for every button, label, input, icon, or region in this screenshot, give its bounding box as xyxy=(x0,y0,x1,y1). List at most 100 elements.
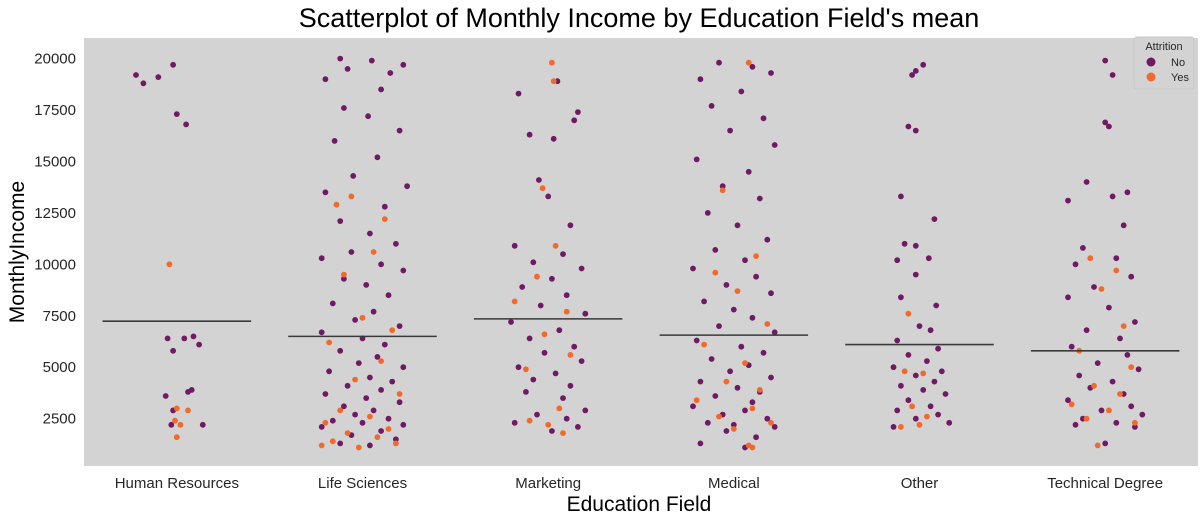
data-point-no xyxy=(164,335,171,342)
data-point-no xyxy=(901,240,908,247)
data-point-yes xyxy=(326,339,332,346)
data-point-no xyxy=(1102,57,1109,64)
data-point-no xyxy=(916,323,923,329)
data-point-no xyxy=(168,421,175,428)
data-point-no xyxy=(326,368,332,375)
data-point-yes xyxy=(924,413,930,420)
data-point-no xyxy=(920,61,927,68)
data-point-no xyxy=(526,131,533,138)
data-point-no xyxy=(1139,411,1146,418)
data-point-no xyxy=(183,121,190,128)
data-point-yes xyxy=(352,376,358,383)
data-point-yes xyxy=(905,310,912,317)
data-point-no xyxy=(1113,419,1120,426)
data-point-no xyxy=(400,364,407,371)
data-point-no xyxy=(1109,378,1116,385)
data-point-yes xyxy=(523,366,529,373)
data-point-no xyxy=(1076,372,1083,379)
data-point-no xyxy=(378,387,384,393)
data-point-no xyxy=(393,436,399,443)
data-point-no xyxy=(912,68,919,74)
data-point-yes xyxy=(719,187,726,194)
data-point-no xyxy=(367,230,373,237)
data-point-no xyxy=(716,59,722,66)
data-point-no xyxy=(385,292,392,299)
data-point-yes xyxy=(716,413,722,420)
data-point-no xyxy=(890,364,897,371)
data-point-no xyxy=(734,384,741,391)
data-point-no xyxy=(1106,123,1112,130)
data-point-yes xyxy=(166,261,173,268)
legend-label-yes: Yes xyxy=(1171,72,1189,84)
data-point-no xyxy=(352,411,358,418)
data-point-no xyxy=(716,323,722,329)
data-point-no xyxy=(1083,179,1090,185)
data-point-no xyxy=(515,90,522,97)
data-point-no xyxy=(1065,397,1071,404)
data-point-yes xyxy=(344,430,351,436)
data-point-no xyxy=(931,216,938,223)
data-point-yes xyxy=(567,352,574,358)
data-point-no xyxy=(560,251,566,257)
data-point-yes xyxy=(367,413,373,420)
data-point-no xyxy=(697,76,704,83)
data-point-no xyxy=(905,123,912,130)
data-point-no xyxy=(341,275,347,282)
data-point-no xyxy=(155,74,162,80)
data-point-no xyxy=(738,343,745,350)
data-point-no xyxy=(541,349,548,356)
data-point-no xyxy=(560,395,566,401)
data-point-no xyxy=(318,329,325,336)
data-point-no xyxy=(927,327,934,334)
x-tick-label: Medical xyxy=(708,475,760,492)
data-point-no xyxy=(1124,189,1131,196)
data-point-no xyxy=(337,55,344,62)
data-point-no xyxy=(511,242,518,249)
data-point-yes xyxy=(1128,364,1135,371)
data-point-yes xyxy=(396,391,403,397)
data-point-no xyxy=(1065,197,1071,204)
data-point-no xyxy=(331,138,338,144)
data-point-no xyxy=(1113,255,1120,262)
data-point-no xyxy=(363,282,370,288)
data-point-no xyxy=(938,368,945,375)
data-point-no xyxy=(578,265,585,272)
data-point-yes xyxy=(1113,267,1120,274)
data-point-no xyxy=(912,242,919,249)
data-point-yes xyxy=(1098,286,1105,292)
data-point-no xyxy=(701,298,707,305)
data-point-yes xyxy=(539,185,546,192)
data-point-yes xyxy=(693,397,700,404)
data-point-no xyxy=(749,314,756,321)
data-point-no xyxy=(181,335,188,342)
data-point-yes xyxy=(556,405,563,412)
data-point-no xyxy=(575,109,581,115)
data-point-no xyxy=(771,329,778,336)
data-point-no xyxy=(170,61,177,68)
data-point-no xyxy=(582,407,589,414)
data-point-no xyxy=(723,428,730,434)
data-point-no xyxy=(368,57,375,64)
data-point-yes xyxy=(1120,323,1127,329)
data-point-no xyxy=(898,193,904,200)
data-point-yes xyxy=(337,407,344,414)
data-point-no xyxy=(387,70,394,76)
data-point-no xyxy=(712,247,719,253)
data-point-no xyxy=(768,70,774,76)
data-point-no xyxy=(530,259,537,266)
data-point-yes xyxy=(1091,382,1097,389)
data-point-yes xyxy=(333,201,340,208)
data-point-no xyxy=(1132,319,1138,325)
data-point-no xyxy=(1102,119,1109,126)
data-point-no xyxy=(329,300,336,307)
data-point-no xyxy=(898,294,904,301)
data-point-yes xyxy=(173,405,180,412)
data-point-no xyxy=(749,399,756,406)
data-point-no xyxy=(742,407,748,414)
data-point-no xyxy=(396,399,403,406)
data-point-no xyxy=(693,337,700,344)
legend-marker-no xyxy=(1146,57,1156,67)
data-point-no xyxy=(370,407,377,414)
data-point-yes xyxy=(901,368,908,375)
data-point-no xyxy=(329,417,336,424)
